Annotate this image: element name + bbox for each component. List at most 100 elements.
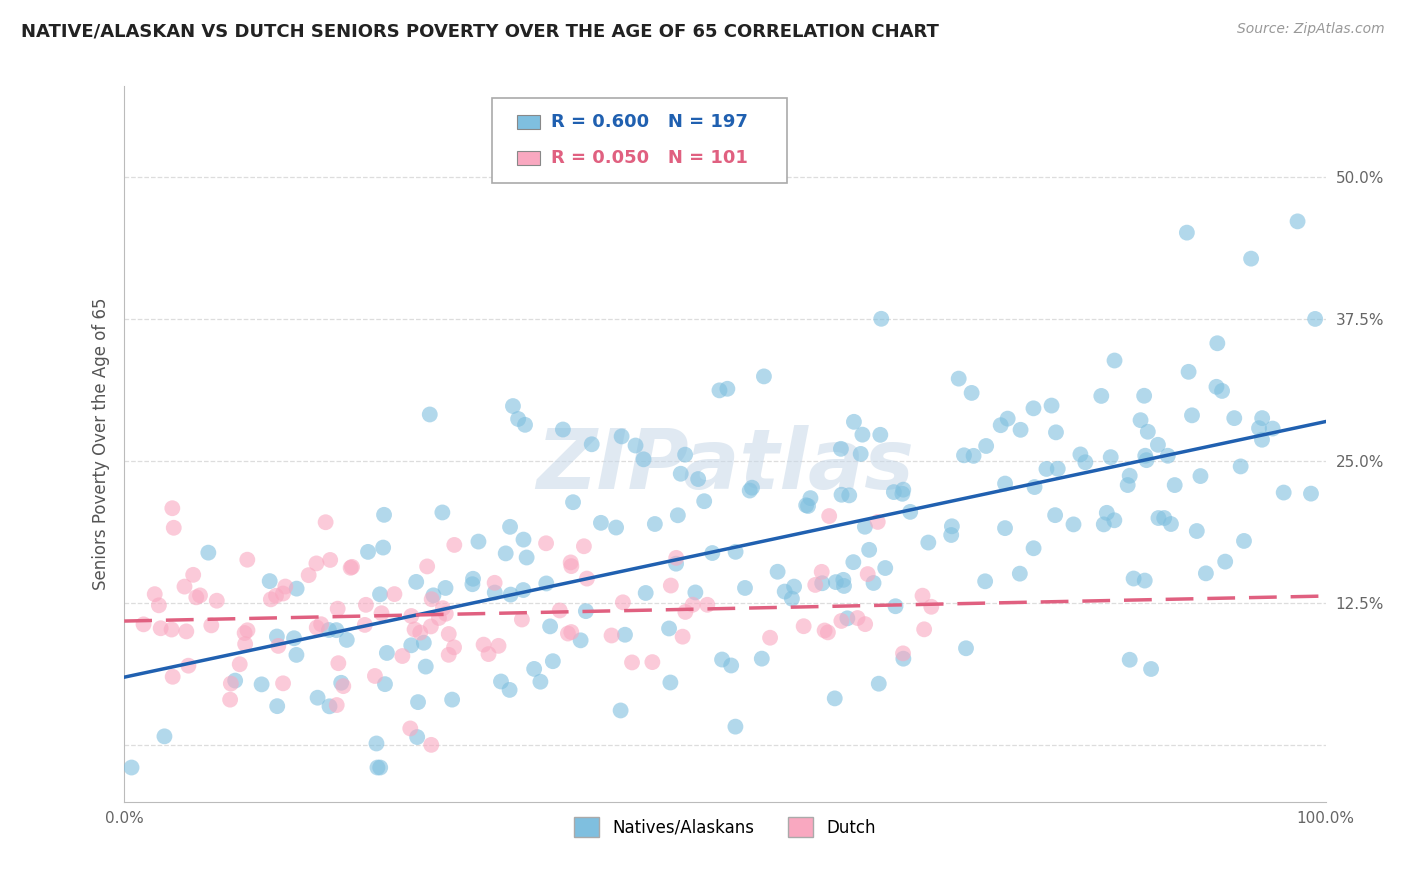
Point [373,508,395,522]
Point [1045,425,1067,440]
Point [818,509,841,524]
Point [353,618,375,632]
Point [824,691,846,706]
Point [849,447,872,461]
Point [512,533,534,547]
Point [260,592,283,607]
Point [508,412,530,426]
Point [866,515,889,529]
Point [600,628,623,642]
Point [370,607,392,621]
Point [132,617,155,632]
Point [401,609,423,624]
Point [219,692,242,706]
Point [917,535,939,549]
Point [711,652,734,666]
Point [1074,455,1097,469]
Point [920,599,942,614]
Point [399,722,422,736]
Point [495,546,517,560]
Point [283,632,305,646]
Point [233,637,256,651]
Point [813,624,835,638]
Point [1206,336,1229,351]
Text: Source: ZipAtlas.com: Source: ZipAtlas.com [1237,22,1385,37]
Point [374,677,396,691]
Point [1240,252,1263,266]
Point [298,568,321,582]
Point [766,565,789,579]
Point [404,623,426,637]
Point [318,623,340,637]
Point [1223,411,1246,425]
Point [271,586,294,600]
Point [832,573,855,587]
Point [832,579,855,593]
Point [669,467,692,481]
Point [339,561,361,575]
Point [319,553,342,567]
Point [405,574,427,589]
Point [384,587,406,601]
Point [309,617,332,632]
Point [375,646,398,660]
Point [1010,423,1032,437]
Point [489,674,512,689]
Point [419,619,441,633]
Point [325,623,347,637]
Point [1133,574,1156,588]
Point [634,586,657,600]
Point [780,591,803,606]
Point [529,674,551,689]
Point [960,385,983,400]
Point [467,534,489,549]
Point [366,760,388,774]
Point [219,676,242,690]
Point [1229,459,1251,474]
Point [724,720,747,734]
Text: R = 0.050   N = 101: R = 0.050 N = 101 [551,149,748,167]
Point [1251,411,1274,425]
Point [891,483,914,497]
Point [409,625,432,640]
Point [799,491,821,505]
Point [811,576,834,591]
Point [420,592,443,607]
Point [368,587,391,601]
Point [163,521,186,535]
Point [1133,389,1156,403]
Point [911,589,934,603]
Point [499,520,522,534]
Point [1024,480,1046,494]
Point [884,599,907,614]
Point [1099,450,1122,464]
Point [406,695,429,709]
Point [401,638,423,652]
Point [1135,453,1157,467]
Point [1299,486,1322,500]
Point [1247,421,1270,435]
Point [1022,541,1045,556]
Point [1251,433,1274,447]
Point [688,472,710,486]
Point [510,613,533,627]
Point [685,585,707,599]
Point [160,623,183,637]
Point [1272,485,1295,500]
Point [264,589,287,603]
Point [1157,449,1180,463]
Point [228,657,250,672]
Point [1122,572,1144,586]
Point [364,669,387,683]
Point [236,552,259,566]
Point [354,598,377,612]
Point [513,417,536,432]
Point [1205,380,1227,394]
Point [434,607,457,621]
Point [443,640,465,655]
Point [610,429,633,443]
Point [153,729,176,743]
Point [305,620,328,634]
Point [412,636,434,650]
Text: ZIPatlas: ZIPatlas [536,425,914,506]
